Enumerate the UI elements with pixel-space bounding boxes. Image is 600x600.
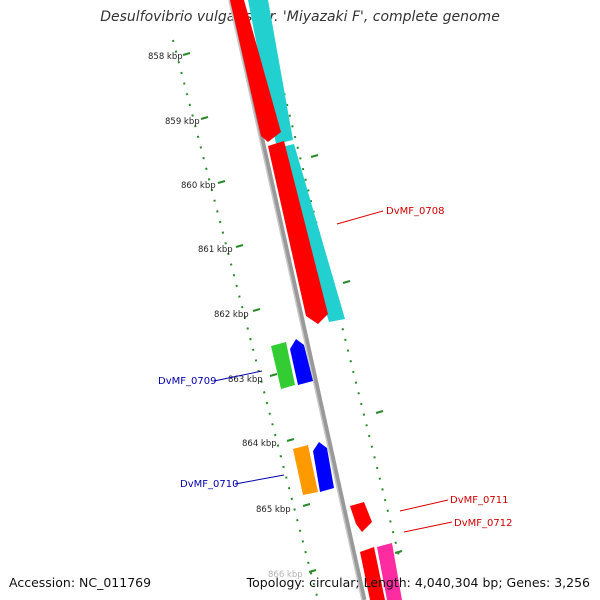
tick-label: 864 kbp: [242, 439, 277, 449]
tick-mark: [182, 52, 191, 56]
accession-label: Accession: NC_011769: [9, 575, 152, 590]
genome-title: Desulfovibrio vulgaris str. 'Miyazaki F'…: [100, 9, 500, 25]
tick-mark: [375, 410, 384, 414]
tick-mark: [302, 503, 311, 507]
tick-mark: [310, 154, 319, 158]
tick-mark: [235, 244, 244, 248]
gene-orange: [293, 445, 318, 495]
callout-line: [403, 521, 453, 533]
gene-label[interactable]: DvMF_0711: [450, 495, 508, 506]
callout-line: [336, 210, 384, 225]
callout-lines: [213, 210, 453, 533]
gene-label[interactable]: DvMF_0708: [386, 206, 444, 217]
genome-backbone-highlight: [228, 0, 363, 600]
gene-cyan-upper: [248, 0, 293, 144]
gene-dvmf-0710[interactable]: [313, 442, 334, 492]
gene-labels: DvMF_0708 DvMF_0709 DvMF_0710 DvMF_0711 …: [158, 206, 512, 529]
tick-mark: [394, 550, 403, 554]
callout-line: [399, 499, 449, 512]
tick-label: 861 kbp: [198, 245, 233, 255]
forward-strand-genes: [230, 0, 402, 600]
tick-label: 858 kbp: [148, 52, 183, 62]
gene-green: [271, 342, 295, 389]
tick-labels: 858 kbp 859 kbp 860 kbp 861 kbp 862 kbp …: [148, 52, 303, 580]
gene-red-lower: [360, 547, 385, 600]
tick-label: 863 kbp: [228, 375, 263, 385]
gene-red-upper: [230, 0, 281, 142]
tick-label: 865 kbp: [256, 505, 291, 515]
scale-track: [172, 39, 403, 600]
tick-mark: [269, 373, 278, 377]
tick-mark: [342, 280, 351, 284]
tick-mark: [286, 438, 295, 442]
callout-line: [213, 370, 263, 382]
tick-mark: [308, 569, 317, 573]
gene-dvmf-0712[interactable]: [377, 543, 402, 600]
gene-label[interactable]: DvMF_0709: [158, 376, 216, 387]
tick-mark: [200, 116, 209, 120]
gene-label[interactable]: DvMF_0712: [454, 518, 512, 529]
tick-label: 860 kbp: [181, 181, 216, 191]
scale-track-line: [270, 39, 401, 561]
tick-label: 862 kbp: [214, 310, 249, 320]
tick-mark: [252, 308, 261, 312]
tick-label: 859 kbp: [165, 117, 200, 127]
tick-label: 866 kbp: [268, 570, 303, 580]
gene-dvmf-0711[interactable]: [350, 502, 372, 532]
callout-line: [234, 474, 285, 485]
gene-dvmf-0709[interactable]: [290, 339, 313, 385]
gene-dvmf-0708[interactable]: [268, 141, 328, 324]
tick-mark: [217, 180, 226, 184]
reverse-strand-genes: [271, 339, 334, 495]
gene-label[interactable]: DvMF_0710: [180, 479, 238, 490]
genome-stats-label: Topology: circular; Length: 4,040,304 bp…: [246, 575, 590, 590]
